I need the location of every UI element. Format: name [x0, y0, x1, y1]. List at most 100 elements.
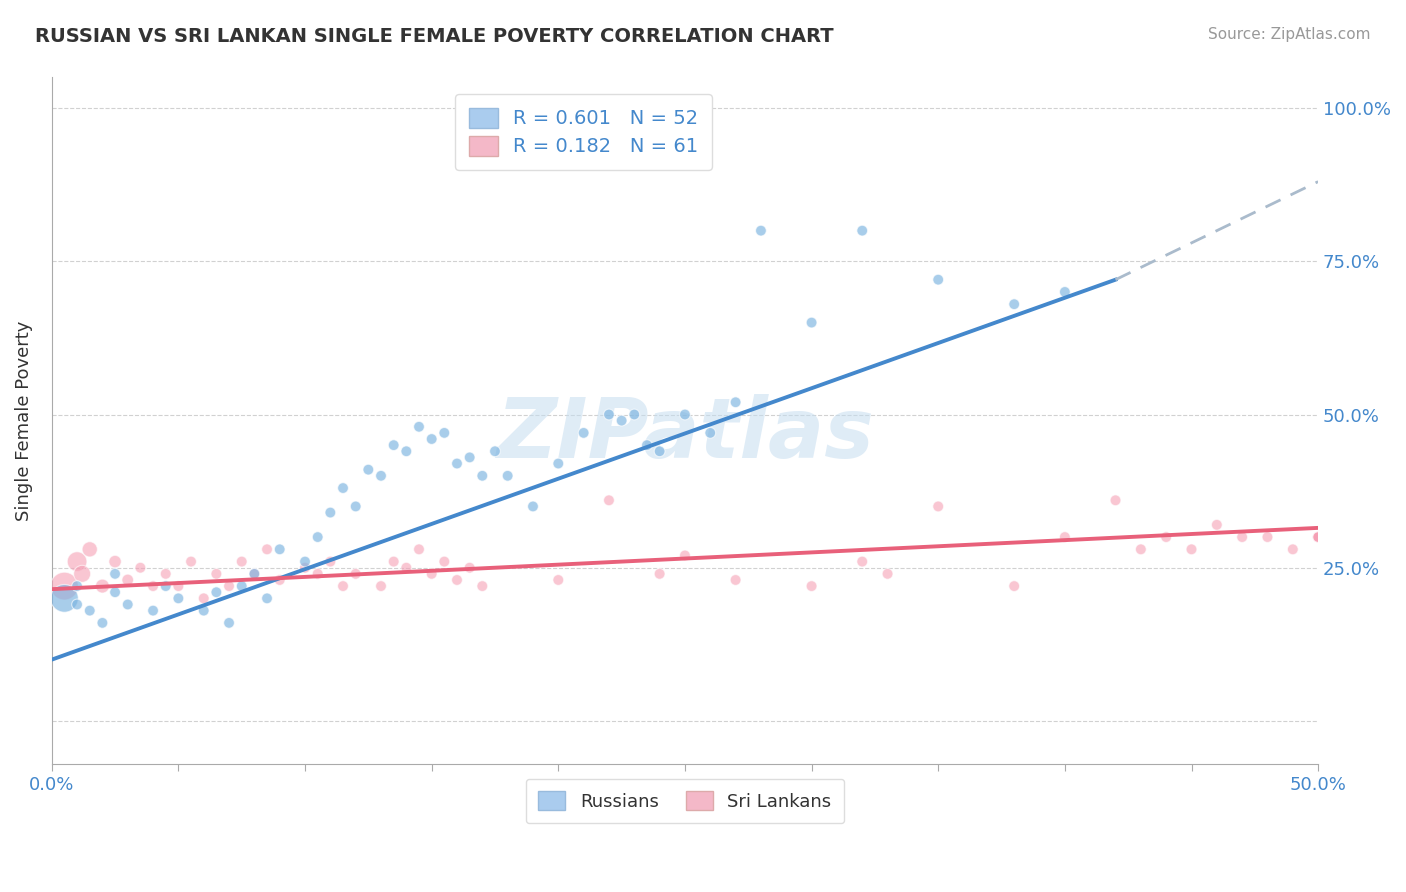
- Point: [1281, 542, 1303, 557]
- Point: [471, 468, 494, 483]
- Point: [1180, 542, 1202, 557]
- Point: [471, 579, 494, 593]
- Point: [800, 316, 823, 330]
- Point: [344, 500, 367, 514]
- Point: [1308, 530, 1330, 544]
- Point: [382, 555, 405, 569]
- Point: [408, 542, 430, 557]
- Point: [66, 579, 89, 593]
- Point: [699, 425, 721, 440]
- Point: [91, 579, 114, 593]
- Point: [269, 542, 291, 557]
- Point: [256, 591, 278, 606]
- Point: [1104, 493, 1126, 508]
- Point: [79, 542, 101, 557]
- Point: [218, 615, 240, 630]
- Point: [167, 591, 190, 606]
- Point: [484, 444, 506, 458]
- Point: [1053, 285, 1076, 299]
- Point: [851, 224, 873, 238]
- Point: [724, 395, 747, 409]
- Point: [636, 438, 658, 452]
- Point: [104, 566, 127, 581]
- Point: [433, 425, 456, 440]
- Point: [205, 566, 228, 581]
- Point: [294, 555, 316, 569]
- Point: [155, 579, 177, 593]
- Point: [598, 408, 620, 422]
- Point: [370, 468, 392, 483]
- Point: [307, 530, 329, 544]
- Point: [408, 419, 430, 434]
- Point: [1002, 579, 1025, 593]
- Point: [648, 444, 671, 458]
- Point: [572, 425, 595, 440]
- Point: [66, 598, 89, 612]
- Point: [927, 273, 949, 287]
- Point: [395, 444, 418, 458]
- Point: [256, 542, 278, 557]
- Point: [623, 408, 645, 422]
- Point: [1154, 530, 1177, 544]
- Point: [1129, 542, 1152, 557]
- Point: [547, 457, 569, 471]
- Legend: Russians, Sri Lankans: Russians, Sri Lankans: [526, 779, 844, 823]
- Point: [1256, 530, 1278, 544]
- Point: [395, 560, 418, 574]
- Point: [851, 555, 873, 569]
- Point: [205, 585, 228, 599]
- Point: [243, 566, 266, 581]
- Point: [800, 579, 823, 593]
- Point: [180, 555, 202, 569]
- Point: [749, 224, 772, 238]
- Point: [496, 468, 519, 483]
- Point: [231, 579, 253, 593]
- Point: [53, 591, 76, 606]
- Point: [319, 506, 342, 520]
- Point: [420, 566, 443, 581]
- Point: [319, 555, 342, 569]
- Point: [446, 457, 468, 471]
- Point: [420, 432, 443, 446]
- Point: [673, 549, 696, 563]
- Point: [91, 615, 114, 630]
- Text: RUSSIAN VS SRI LANKAN SINGLE FEMALE POVERTY CORRELATION CHART: RUSSIAN VS SRI LANKAN SINGLE FEMALE POVE…: [35, 27, 834, 45]
- Point: [193, 591, 215, 606]
- Point: [307, 566, 329, 581]
- Point: [1053, 530, 1076, 544]
- Point: [70, 566, 93, 581]
- Point: [193, 604, 215, 618]
- Point: [598, 493, 620, 508]
- Point: [547, 573, 569, 587]
- Point: [1308, 530, 1330, 544]
- Point: [876, 566, 898, 581]
- Point: [104, 555, 127, 569]
- Text: ZIPatlas: ZIPatlas: [496, 394, 875, 475]
- Point: [117, 598, 139, 612]
- Point: [1308, 530, 1330, 544]
- Point: [433, 555, 456, 569]
- Point: [1308, 530, 1330, 544]
- Point: [66, 555, 89, 569]
- Point: [155, 566, 177, 581]
- Point: [79, 604, 101, 618]
- Y-axis label: Single Female Poverty: Single Female Poverty: [15, 320, 32, 521]
- Point: [243, 566, 266, 581]
- Point: [458, 450, 481, 465]
- Point: [1308, 530, 1330, 544]
- Point: [53, 579, 76, 593]
- Point: [294, 560, 316, 574]
- Point: [382, 438, 405, 452]
- Point: [332, 481, 354, 495]
- Point: [370, 579, 392, 593]
- Point: [1308, 530, 1330, 544]
- Point: [458, 560, 481, 574]
- Point: [1205, 517, 1227, 532]
- Point: [231, 555, 253, 569]
- Point: [1308, 530, 1330, 544]
- Point: [142, 604, 165, 618]
- Text: Source: ZipAtlas.com: Source: ZipAtlas.com: [1208, 27, 1371, 42]
- Point: [610, 414, 633, 428]
- Point: [673, 408, 696, 422]
- Point: [1230, 530, 1253, 544]
